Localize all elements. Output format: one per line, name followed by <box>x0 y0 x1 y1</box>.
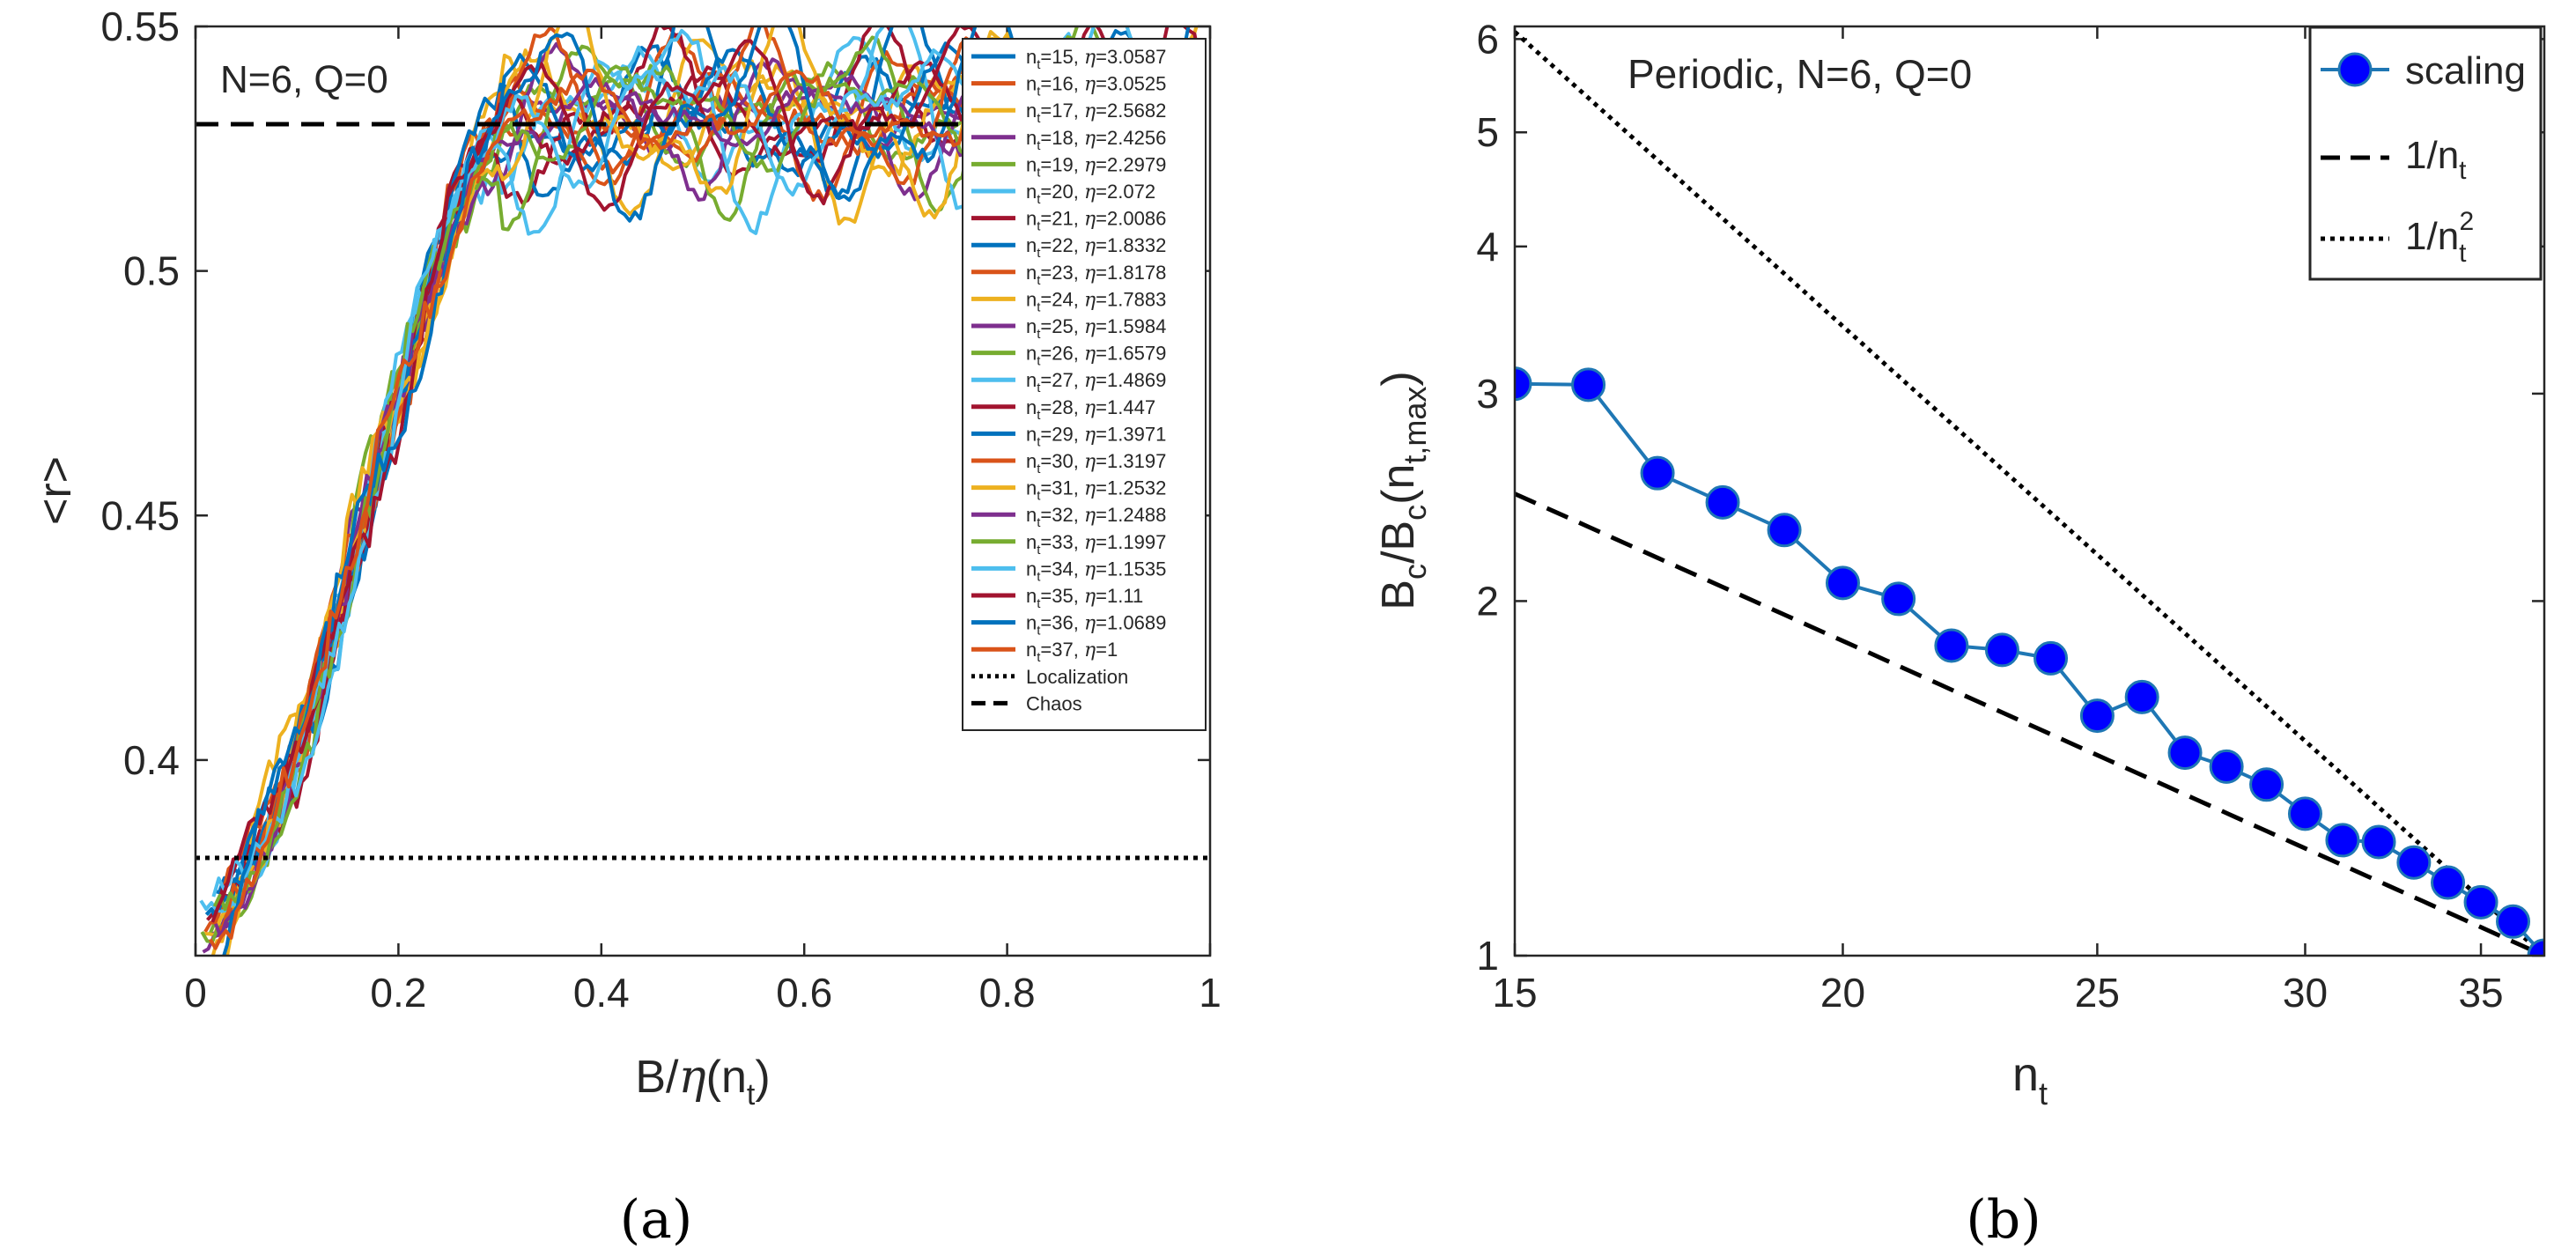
panel-b-xtick-label: 35 <box>2458 970 2503 1016</box>
panel-a-legend-entry: nt=22, η=1.8332 <box>1026 234 1166 261</box>
panel-a-legend-entry: nt=20, η=2.072 <box>1026 181 1155 207</box>
panel-b-scaling-point <box>2431 865 2466 900</box>
panel-a-ytick-label: 0.55 <box>100 4 180 49</box>
panel-b-ytick-label: 3 <box>1476 371 1499 417</box>
panel-b-scaling-point <box>2325 823 2360 858</box>
panel-b-scaling-point <box>2209 749 2244 784</box>
panel-b-ytick-label: 4 <box>1476 224 1499 270</box>
panel-a-caption: (a) <box>620 1189 693 1251</box>
panel-a-legend-entry: nt=21, η=2.0086 <box>1026 208 1166 234</box>
panel-a-xlabel: B/η(nt) <box>635 1051 770 1112</box>
panel-a-legend-entry: nt=23, η=1.8178 <box>1026 262 1166 288</box>
panel-a-legend-entry: nt=31, η=1.2532 <box>1026 477 1166 504</box>
panel-b-legend-entry-1-over-nt2: 1/nt2 <box>2405 207 2474 268</box>
panel-a-xtick-label: 0.8 <box>979 970 1036 1016</box>
panel-b-scaling-point <box>2361 824 2396 860</box>
panel-a-xtick-label: 0 <box>184 970 207 1016</box>
svg-text:B/η(nt): B/η(nt) <box>635 1051 770 1112</box>
panel-a-legend-entry: nt=34, η=1.1535 <box>1026 558 1166 584</box>
panel-a-legend-entry-localization: Localization <box>1026 666 1128 688</box>
panel-b: 15 20 25 30 35 1 2 3 4 5 6 Periodic, N=6, Q=0 scal… <box>1373 16 2546 1251</box>
panel-b-ytick-label: 5 <box>1476 109 1499 155</box>
panel-b-ytick-label: 1 <box>1476 933 1499 979</box>
panel-b-scaling-point <box>2079 698 2115 734</box>
panel-a: 0 0.2 0.4 0.6 0.8 1 0.4 0.45 0.5 0.55 N=6, Q=0 nt… <box>30 4 1222 1251</box>
panel-a-legend-entry: nt=32, η=1.2488 <box>1026 504 1166 530</box>
panel-b-ref-line <box>1515 491 2544 956</box>
panel-b-ref-line <box>1515 30 2544 956</box>
panel-a-xtick-label: 1 <box>1199 970 1222 1016</box>
panel-a-legend-entry: nt=30, η=1.3197 <box>1026 450 1166 477</box>
panel-b-scaling-point <box>2124 679 2159 714</box>
panel-a-legend-entry: nt=24, η=1.7883 <box>1026 288 1166 314</box>
panel-b-scaling-point <box>2527 938 2544 956</box>
panel-a-legend-box <box>962 38 1207 731</box>
panel-a-legend-entry: nt=15, η=3.0587 <box>1026 46 1166 72</box>
panel-a-xtick-label: 0.6 <box>776 970 832 1016</box>
panel-a-legend-entry: nt=36, η=1.0689 <box>1026 612 1166 639</box>
panel-b-scaling-point <box>1825 565 1860 601</box>
panel-a-ylabel: <r> <box>30 456 81 525</box>
panel-b-caption: (b) <box>1966 1189 2041 1251</box>
panel-a-legend-entry: nt=17, η=2.5682 <box>1026 100 1166 126</box>
panel-a-legend-entry: nt=29, η=1.3971 <box>1026 423 1166 449</box>
panel-b-scaling-point <box>1571 367 1606 403</box>
panel-b-scaling-point <box>1934 628 1969 663</box>
panel-b-scaling-point <box>2167 735 2203 771</box>
panel-b-scaling-point <box>2396 845 2432 880</box>
panel-a-legend-entry: nt=35, η=1.11 <box>1026 585 1143 611</box>
panel-b-scaling-point <box>1640 455 1675 491</box>
panel-a-legend-entry: nt=27, η=1.4869 <box>1026 369 1166 395</box>
panel-b-scaling-point <box>2496 904 2531 939</box>
panel-a-legend-entry: nt=28, η=1.447 <box>1026 396 1155 423</box>
panel-a-legend-entry: nt=25, η=1.5984 <box>1026 315 1166 342</box>
panel-b-ytick-label: 6 <box>1476 16 1499 62</box>
panel-a-legend-entry: nt=16, η=3.0525 <box>1026 73 1166 100</box>
panel-b-xlabel: nt <box>2012 1048 2048 1112</box>
panel-b-scaling-point <box>2033 640 2069 676</box>
panel-a-legend-entry: nt=18, η=2.4256 <box>1026 127 1166 153</box>
panel-a-ytick-label: 0.5 <box>123 248 180 294</box>
panel-a-axes-box <box>194 25 1212 957</box>
panel-a-legend-entry: nt=19, η=2.2979 <box>1026 153 1166 180</box>
svg-text:Bc/Bc(nt,max): Bc/Bc(nt,max) <box>1373 371 1433 610</box>
panel-b-scaling-point <box>1767 513 1802 548</box>
panel-a-xtick-label: 0.2 <box>370 970 426 1016</box>
panel-a-legend-entry-chaos: Chaos <box>1026 692 1082 714</box>
panel-a-annotation: N=6, Q=0 <box>220 58 388 101</box>
panel-b-ytick-label: 2 <box>1476 578 1499 624</box>
panel-b-xtick-label: 20 <box>1820 970 1865 1016</box>
panel-b-scaling-point <box>1705 484 1740 520</box>
panel-b-scaling-point <box>1984 632 2019 668</box>
panel-a-ytick-label: 0.4 <box>123 737 180 783</box>
panel-a-xtick-label: 0.4 <box>573 970 630 1016</box>
panel-b-xtick-label: 25 <box>2075 970 2120 1016</box>
svg-text:nt: nt <box>2012 1048 2048 1112</box>
panel-a-legend-entry: nt=26, η=1.6579 <box>1026 343 1166 369</box>
panel-b-scaling-point <box>2287 796 2322 831</box>
panel-b-legend-marker <box>2337 52 2373 87</box>
svg-text:<r>: <r> <box>30 456 81 525</box>
panel-b-xtick-label: 30 <box>2283 970 2328 1016</box>
panel-b-scaling-point <box>1881 581 1916 617</box>
panel-a-legend-entry: nt=33, η=1.1997 <box>1026 531 1166 558</box>
panel-a-legend-entry: nt=37, η=1 <box>1026 639 1118 665</box>
panel-b-legend: scaling 1/nt 1/nt2 <box>2308 26 2543 281</box>
panel-a-ticks: 0 0.2 0.4 0.6 0.8 1 0.4 0.45 0.5 0.55 <box>100 4 1221 1016</box>
panel-b-legend-entry-1-over-nt: 1/nt <box>2405 134 2467 185</box>
panel-b-xtick-label: 15 <box>1492 970 1537 1016</box>
panel-b-series <box>1515 30 2544 956</box>
panel-b-annotation: Periodic, N=6, Q=0 <box>1628 51 1972 97</box>
panel-b-scaling-point <box>1515 366 1532 402</box>
panel-b-axes-box <box>1513 25 2546 957</box>
panel-a-ytick-label: 0.45 <box>100 492 180 538</box>
panel-b-scaling-point <box>2249 767 2284 802</box>
panel-b-scaling-point <box>2463 884 2498 920</box>
panel-b-legend-entry-scaling: scaling <box>2405 49 2526 92</box>
panel-b-ylabel: Bc/Bc(nt,max) <box>1373 371 1433 610</box>
